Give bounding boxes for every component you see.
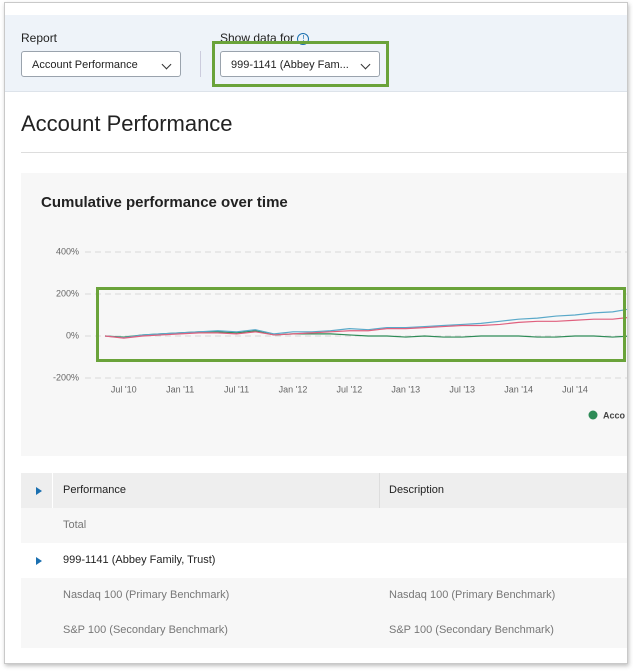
column-divider [379, 473, 380, 508]
y-tick-label: 0% [66, 330, 79, 340]
chart-panel: Cumulative performance over time -200% 0%… [21, 173, 627, 456]
table-header: Performance Description [21, 473, 627, 508]
table-row: Nasdaq 100 (Primary Benchmark) Nasdaq 100… [21, 578, 627, 613]
table-cell: Total [63, 508, 86, 543]
table-cell: S&P 100 (Secondary Benchmark) [63, 613, 228, 648]
report-value: Account Performance [32, 59, 138, 71]
column-header: Performance [63, 473, 126, 508]
report-select[interactable]: Account Performance [21, 51, 181, 77]
table-row: 999-1141 (Abbey Family, Trust) [21, 543, 627, 579]
x-tick-label: Jul '13 [449, 384, 475, 394]
x-tick-label: Jan '12 [279, 384, 308, 394]
table-cell: 999-1141 (Abbey Family, Trust) [63, 543, 215, 578]
y-tick-label: -200% [53, 372, 79, 382]
x-tick-label: Jul '14 [562, 384, 588, 394]
highlight [96, 287, 626, 362]
y-tick-label: 200% [56, 288, 79, 298]
separator [200, 51, 201, 77]
table-cell: Nasdaq 100 (Primary Benchmark) [389, 578, 555, 613]
table-row: Total [21, 508, 627, 543]
x-tick-label: Jul '12 [337, 384, 363, 394]
window: Report Account Performance Show data for… [4, 2, 628, 664]
expand-arrow[interactable] [36, 557, 42, 565]
legend-dot [589, 411, 598, 420]
page-title: Account Performance [21, 111, 233, 137]
x-tick-label: Jan '14 [504, 384, 533, 394]
column-divider [52, 473, 53, 508]
expand-arrow[interactable] [36, 487, 42, 495]
x-tick-label: Jul '11 [224, 384, 249, 394]
legend-label: Acco [603, 410, 626, 420]
account-select[interactable]: 999-1141 (Abbey Fam... [220, 51, 380, 77]
chart-title: Cumulative performance over time [41, 194, 288, 211]
x-tick-label: Jan '11 [166, 384, 194, 394]
account-value: 999-1141 (Abbey Fam... [231, 59, 349, 71]
column-header: Description [389, 473, 444, 508]
divider [21, 152, 627, 153]
y-tick-label: 400% [56, 246, 79, 256]
table-cell: Nasdaq 100 (Primary Benchmark) [63, 578, 229, 613]
report-label: Report [21, 31, 57, 45]
x-tick-label: Jan '13 [391, 384, 420, 394]
table-cell: S&P 100 (Secondary Benchmark) [389, 613, 554, 648]
toolbar: Report Account Performance Show data for… [5, 15, 627, 92]
table-row: S&P 100 (Secondary Benchmark) S&P 100 (Se… [21, 613, 627, 648]
x-tick-label: Jul '10 [111, 384, 137, 394]
